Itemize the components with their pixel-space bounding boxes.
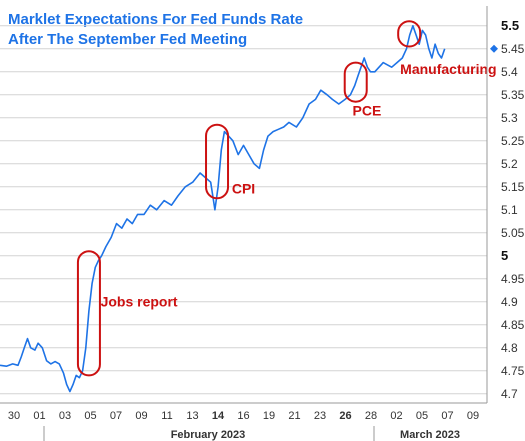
x-tick-label: 21 [288, 410, 300, 422]
x-tick-label: 05 [416, 410, 428, 422]
x-tick-label: 30 [8, 410, 20, 422]
y-tick-label: 5.45 [501, 42, 525, 56]
y-tick-label: 4.9 [501, 295, 518, 309]
annotation-label: Jobs report [101, 293, 178, 309]
y-tick-label: 5 [501, 248, 508, 263]
y-tick-label: 5.1 [501, 203, 518, 217]
y-tick-label: 5.05 [501, 226, 525, 240]
series-layer [0, 25, 446, 393]
x-tick-label: 09 [467, 410, 479, 422]
x-tick-label: 28 [365, 410, 377, 422]
y-tick-label: 5.4 [501, 65, 518, 79]
y-tick-label: 5.5 [501, 18, 519, 33]
y-tick-label: 4.95 [501, 272, 525, 286]
chart-title-line: After The September Fed Meeting [8, 31, 247, 48]
series-line [0, 25, 446, 393]
annotation-label: CPI [232, 181, 255, 197]
x-tick-label: 26 [339, 410, 351, 422]
month-label: March 2023 [400, 429, 460, 441]
annotation-ellipse [343, 61, 368, 103]
x-tick-label: 16 [237, 410, 249, 422]
x-tick-label: 19 [263, 410, 275, 422]
grid-lines [0, 25, 487, 395]
month-label: February 2023 [171, 429, 246, 441]
y-tick-label: 4.7 [501, 387, 518, 401]
x-tick-label: 23 [314, 410, 326, 422]
chart-title: Marklet Expectations For Fed Funds Rate A… [8, 11, 303, 48]
annotation-ellipse [205, 123, 230, 200]
x-tick-label: 11 [161, 410, 172, 422]
x-tick-label: 09 [135, 410, 147, 422]
x-tick-label: 05 [84, 410, 96, 422]
chart-title-line: Marklet Expectations For Fed Funds Rate [8, 11, 303, 28]
y-axis: 4.7 4.75 4.8 4.85 4.9 4.95 5 5.05 5.1 5.15 5.2 5.25… [486, 6, 525, 403]
y-tick-label: 5.15 [501, 180, 525, 194]
x-tick-label: 01 [33, 410, 45, 422]
y-tick-label: 4.8 [501, 341, 518, 355]
annotation-label: Manufacturing [400, 61, 496, 77]
y-tick-label: 5.25 [501, 134, 525, 148]
last-value-marker [490, 44, 498, 53]
y-tick-label: 4.85 [501, 318, 525, 332]
x-tick-label: 02 [390, 410, 402, 422]
y-tick-label: 5.35 [501, 88, 525, 102]
annotation-ellipse [76, 250, 101, 377]
y-tick-label: 5.3 [501, 111, 518, 125]
x-axis: 30 01 03 05 07 09 11 13 14 16 19 21 23 26 28 02 05 07 09 Fe… [0, 402, 487, 441]
x-tick-label: 14 [212, 410, 225, 422]
annotation-ellipse [397, 20, 422, 48]
annotations-layer: Jobs report CPI PCE Manufacturing [76, 20, 497, 377]
y-tick-label: 4.75 [501, 364, 525, 378]
x-tick-label: 03 [59, 410, 71, 422]
y-tick-label: 5.2 [501, 157, 518, 171]
x-tick-label: 07 [110, 410, 122, 422]
x-tick-label: 13 [186, 410, 198, 422]
x-tick-label: 07 [441, 410, 453, 422]
annotation-label: PCE [353, 103, 382, 119]
